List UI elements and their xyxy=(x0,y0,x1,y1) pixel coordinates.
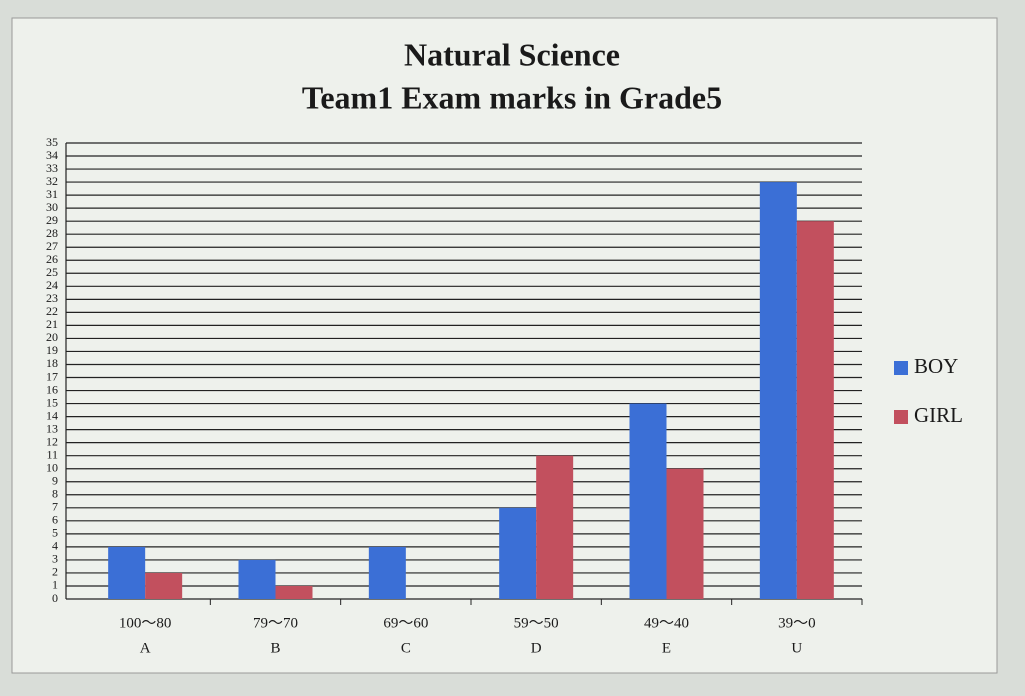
y-tick-label: 31 xyxy=(46,187,58,201)
y-tick-label: 12 xyxy=(46,434,58,448)
y-tick-label: 2 xyxy=(52,565,58,579)
y-tick-label: 22 xyxy=(46,304,58,318)
y-tick-label: 35 xyxy=(46,135,58,149)
y-tick-label: 25 xyxy=(46,265,58,279)
y-tick-label: 0 xyxy=(52,591,58,605)
bar xyxy=(238,559,276,599)
x-tick-label: 100～80 xyxy=(119,615,172,631)
x-tick-label: C xyxy=(401,640,411,656)
x-tick-label: E xyxy=(662,640,671,656)
bar xyxy=(796,221,834,599)
y-tick-label: 13 xyxy=(46,421,58,435)
bar xyxy=(666,468,704,599)
x-tick-label: 59～50 xyxy=(514,615,559,631)
y-tick-label: 19 xyxy=(46,343,58,357)
bar xyxy=(108,546,146,599)
y-tick-label: 9 xyxy=(52,473,58,487)
chart-title: Natural Science xyxy=(404,36,620,72)
y-tick-label: 17 xyxy=(46,369,58,383)
y-tick-label: 18 xyxy=(46,356,58,370)
legend-swatch xyxy=(894,361,908,375)
x-tick-label: D xyxy=(531,640,542,656)
y-tick-label: 3 xyxy=(52,552,58,566)
y-tick-label: 5 xyxy=(52,526,58,540)
y-tick-label: 28 xyxy=(46,226,58,240)
bar xyxy=(499,507,537,599)
bar xyxy=(145,572,183,599)
x-tick-label: 39～0 xyxy=(778,615,816,631)
y-tick-label: 24 xyxy=(46,278,58,292)
bar xyxy=(536,455,574,599)
y-tick-label: 6 xyxy=(52,513,58,527)
y-tick-label: 8 xyxy=(52,487,58,501)
x-tick-label: 49～40 xyxy=(644,615,689,631)
legend-label: GIRL xyxy=(914,403,963,427)
legend-label: BOY xyxy=(914,354,958,378)
bar xyxy=(275,585,313,599)
x-tick-label: 69～60 xyxy=(383,615,428,631)
y-tick-label: 7 xyxy=(52,500,58,514)
y-tick-label: 21 xyxy=(46,317,58,331)
bar xyxy=(629,403,667,599)
chart-title: Team1 Exam marks in Grade5 xyxy=(302,79,722,115)
y-tick-label: 26 xyxy=(46,252,58,266)
y-tick-label: 16 xyxy=(46,382,58,396)
y-tick-label: 32 xyxy=(46,174,58,188)
x-tick-label: A xyxy=(140,640,151,656)
y-tick-label: 23 xyxy=(46,291,58,305)
y-tick-label: 27 xyxy=(46,239,58,253)
y-tick-label: 34 xyxy=(46,148,58,162)
y-tick-label: 33 xyxy=(46,161,58,175)
y-tick-label: 30 xyxy=(46,200,58,214)
y-tick-label: 1 xyxy=(52,578,58,592)
x-tick-label: U xyxy=(791,640,802,656)
bar xyxy=(759,182,797,600)
y-tick-label: 20 xyxy=(46,330,58,344)
legend-swatch xyxy=(894,410,908,424)
y-tick-label: 11 xyxy=(46,447,58,461)
y-tick-label: 15 xyxy=(46,395,58,409)
y-tick-label: 4 xyxy=(52,539,58,553)
bar xyxy=(368,546,406,599)
y-tick-label: 14 xyxy=(46,408,58,422)
x-tick-label: 79～70 xyxy=(253,615,298,631)
y-tick-label: 10 xyxy=(46,460,58,474)
y-tick-label: 29 xyxy=(46,213,58,227)
x-tick-label: B xyxy=(270,640,280,656)
